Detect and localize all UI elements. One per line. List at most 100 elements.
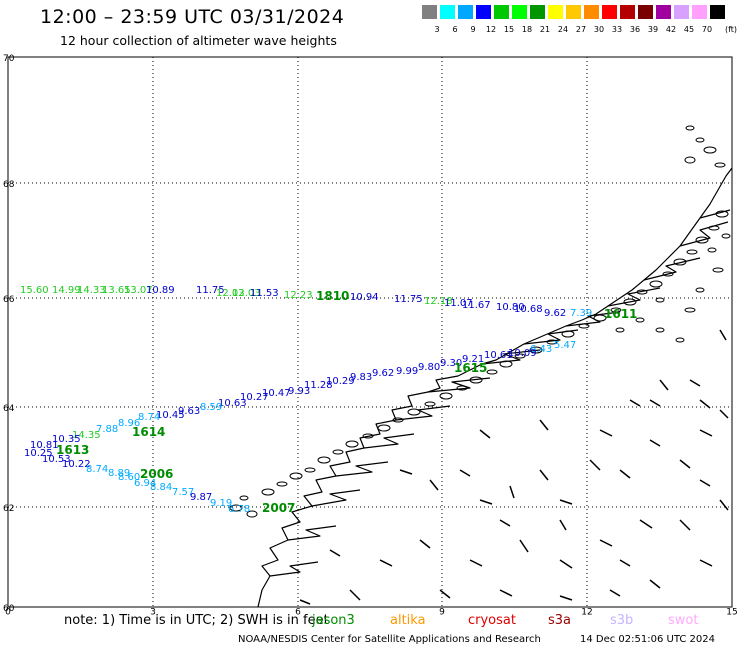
inland-lake	[539, 469, 549, 481]
satellite-legend-item: s3a	[548, 613, 572, 628]
coastal-island	[703, 146, 717, 154]
wave-height-label: 10.35	[52, 434, 81, 445]
inland-lake	[399, 469, 413, 475]
satellite-legend-item: altika	[390, 613, 426, 628]
colorbar-tick-label: 70	[701, 25, 713, 34]
colorbar-swatch	[512, 5, 527, 19]
y-tick-label: 60	[3, 604, 15, 614]
wave-height-label: 8.89	[108, 468, 130, 479]
wave-height-label: 9.19	[210, 498, 232, 509]
colorbar-tick-label: 21	[539, 25, 551, 34]
coastal-island	[407, 408, 421, 416]
colorbar-tick-label: 27	[575, 25, 587, 34]
wave-height-label: 10.61	[484, 350, 513, 361]
coastal-island	[345, 440, 359, 448]
units-note: note: 1) Time is in UTC; 2) SWH is in fe…	[64, 613, 329, 628]
colorbar-tick-label: 30	[593, 25, 605, 34]
colorbar-swatch	[602, 5, 617, 19]
inland-lake	[609, 589, 621, 597]
inland-lake	[499, 519, 511, 527]
wave-height-label: 8.74	[138, 412, 160, 423]
colorbar-tick-label: 45	[683, 25, 695, 34]
wave-height-label: 7.39	[570, 308, 592, 319]
x-tick-label: 6	[295, 608, 301, 618]
inland-lake	[439, 589, 451, 599]
fjord-line	[363, 433, 415, 449]
inland-lake	[679, 519, 691, 531]
fjord-line	[311, 489, 361, 507]
fjord-line	[607, 287, 661, 307]
x-tick-label: 3	[150, 608, 156, 618]
coastal-island	[715, 210, 729, 218]
x-tick-label: 12	[581, 608, 592, 618]
inland-lake	[519, 539, 529, 553]
coastal-island	[439, 392, 453, 400]
coastal-island	[615, 327, 625, 333]
pass-time-label: 2006	[140, 467, 173, 481]
wave-height-label: 15.60	[20, 285, 49, 296]
wave-height-label: 10.80	[496, 302, 525, 313]
coastal-island	[635, 317, 645, 323]
colorbar-swatch	[656, 5, 671, 19]
wave-height-label: 6.94	[134, 478, 156, 489]
track-1615: 5.476.4310.0910.619.219.309.809.999.629.…	[52, 340, 576, 445]
colorbar-tick-label: 3	[434, 25, 440, 34]
inland-lake	[589, 459, 601, 471]
inland-lake	[419, 539, 431, 549]
wave-height-label: 14.35	[72, 430, 101, 441]
wave-height-label: 14.33	[77, 285, 106, 296]
wave-height-label: 12.23	[284, 290, 313, 301]
colorbar-tick-label: 42	[665, 25, 677, 34]
pass-time-label: 1611	[604, 307, 637, 321]
generation-timestamp: 14 Dec 02:51:06 UTC 2024	[580, 634, 715, 645]
axis-tick-labels: 0 3 6 9 12 15 70 68 66 64 62 60	[3, 54, 738, 618]
colorbar-swatch	[476, 5, 491, 19]
wave-height-label: 10.47	[262, 388, 291, 399]
coastal-island	[561, 330, 575, 338]
inland-lake	[469, 559, 483, 567]
wave-height-label: 10.29	[326, 376, 355, 387]
coastal-island	[662, 271, 674, 277]
coastal-island	[684, 307, 696, 313]
coastal-island	[239, 495, 249, 501]
pass-time-label: 1613	[56, 443, 89, 457]
colorbar-tick-label: 33	[611, 25, 623, 34]
coastal-island	[424, 401, 436, 407]
inland-lake	[699, 479, 711, 487]
colorbar-swatch	[530, 5, 545, 19]
colorbar-swatch	[584, 5, 599, 19]
wave-height-label: 13.07	[124, 285, 153, 296]
fjord-line	[427, 377, 491, 393]
coastal-island	[377, 424, 391, 432]
wave-height-label: 10.22	[62, 459, 91, 470]
colorbar-swatch	[620, 5, 635, 19]
colorbar-swatch	[710, 5, 725, 19]
wave-height-label: 7.57	[172, 487, 194, 498]
coastal-island	[695, 137, 705, 143]
wave-height-label: 10.25	[24, 448, 53, 459]
wave-height-label: 10.89	[146, 285, 175, 296]
wave-height-label: 8.59	[200, 402, 222, 413]
coastal-island	[529, 346, 543, 354]
y-tick-label: 70	[3, 54, 15, 64]
wave-height-label: 10.27	[240, 392, 269, 403]
colorbar-tick-label: 39	[647, 25, 659, 34]
coastal-island	[469, 376, 483, 384]
coastal-island	[514, 353, 526, 359]
satellite-legend-item: jason3	[312, 613, 355, 628]
coastal-island	[486, 369, 498, 375]
track-1611: 1611	[604, 307, 637, 321]
coastal-island	[261, 488, 275, 496]
colorbar-swatch	[566, 5, 581, 19]
colorbar-swatch	[440, 5, 455, 19]
inland-lake	[649, 439, 661, 447]
inland-lake	[679, 459, 691, 469]
coastal-island	[499, 360, 513, 368]
wave-height-label: 10.63	[218, 398, 247, 409]
inland-lake	[559, 595, 573, 601]
chart-subtitle: 12 hour collection of altimeter wave hei…	[60, 33, 337, 48]
wave-height-label: 9.62	[372, 368, 394, 379]
coastal-island	[246, 510, 258, 518]
